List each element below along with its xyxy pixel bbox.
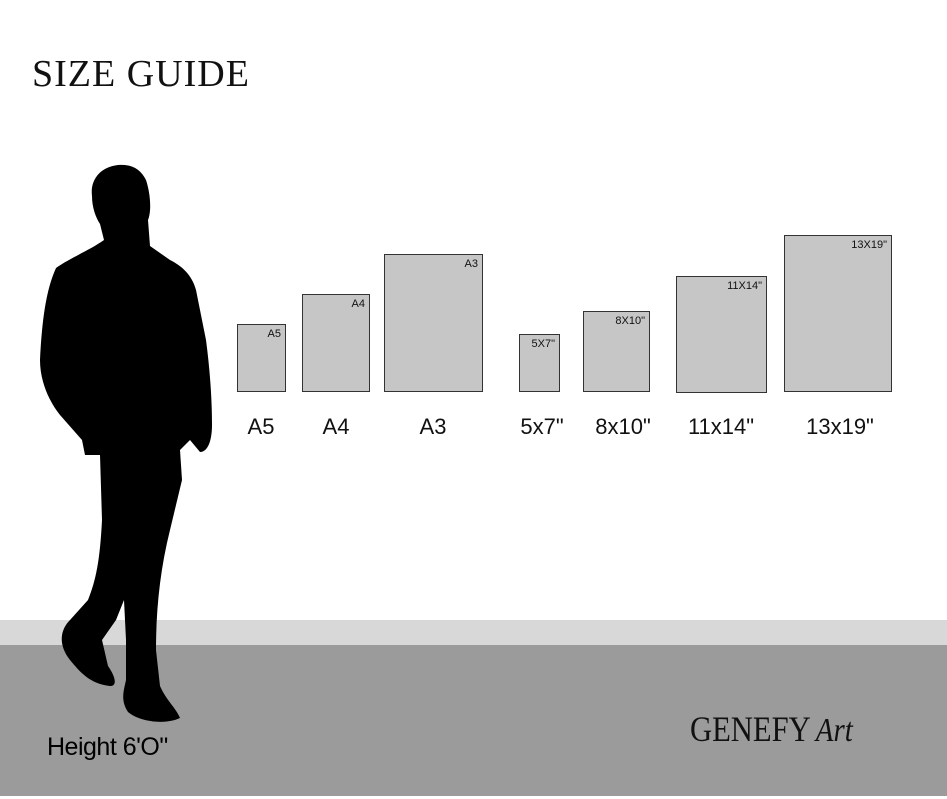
logo-brand: GENEFY — [690, 709, 811, 749]
height-label: Height 6'O" — [47, 733, 168, 761]
frame-tag: 13X19" — [851, 239, 887, 251]
frame-8x10: 8X10" — [583, 311, 650, 392]
frame-tag: A5 — [267, 328, 281, 340]
frame-a4: A4 — [302, 294, 370, 392]
brand-logo: GENEFY Art — [690, 708, 853, 750]
size-label: 8x10" — [595, 414, 651, 439]
frame-13x19: 13X19" — [784, 235, 892, 392]
frame-tag: 8X10" — [615, 315, 645, 327]
page-title: SIZE GUIDE — [32, 53, 250, 95]
frame-a5: A5 — [237, 324, 286, 392]
logo-script: Art — [815, 712, 853, 749]
size-label: 13x19" — [806, 414, 874, 439]
size-label: A4 — [322, 414, 350, 439]
size-label: A3 — [419, 414, 447, 439]
frame-tag: A3 — [464, 258, 478, 270]
size-label: 5x7" — [520, 414, 564, 439]
size-label: 11x14" — [687, 414, 755, 439]
wall-band — [0, 620, 947, 645]
size-label: A5 — [247, 414, 275, 439]
frame-11x14: 11X14" — [676, 276, 767, 393]
frame-tag: 5X7" — [531, 338, 555, 350]
frame-tag: A4 — [351, 298, 365, 310]
frame-a3: A3 — [384, 254, 483, 392]
frame-tag: 11X14" — [727, 280, 762, 292]
frame-5x7: 5X7" — [519, 334, 560, 392]
